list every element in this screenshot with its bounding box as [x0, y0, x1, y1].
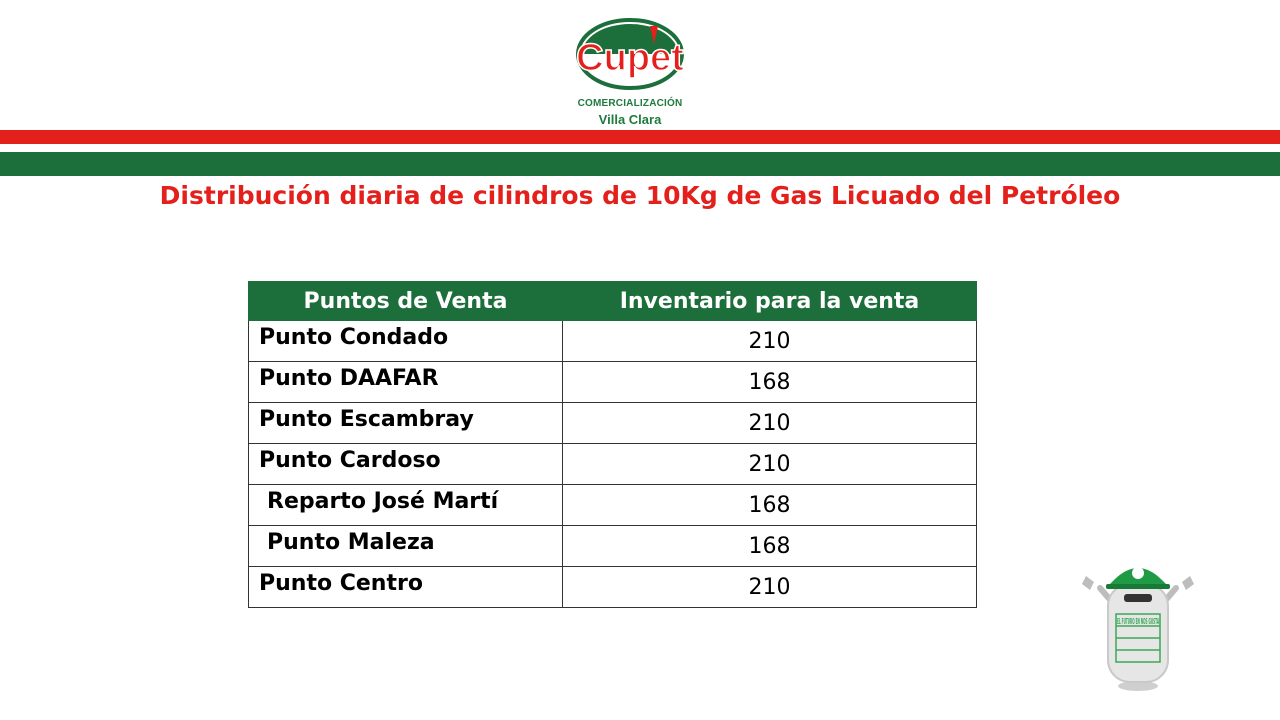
row-value-cell: 168 — [562, 361, 977, 403]
table-row: Reparto José Martí 168 — [248, 484, 977, 526]
table-row: Punto Escambray 210 — [248, 402, 977, 444]
row-value-cell: 168 — [562, 484, 977, 526]
column-header-inventory: Inventario para la venta — [562, 281, 977, 321]
row-name-cell: Punto Cardoso — [248, 443, 563, 485]
row-value-cell: 168 — [562, 525, 977, 567]
inventory-table: Puntos de Venta Inventario para la venta… — [248, 281, 977, 608]
row-value-cell: 210 — [562, 566, 977, 608]
table-row: Punto Condado 210 — [248, 320, 977, 362]
cupet-logo: Cupet COMERCIALIZACIÓN Villa Clara — [570, 14, 690, 130]
cupet-logo-icon: Cupet — [575, 18, 685, 90]
row-name-cell: Punto DAAFAR — [248, 361, 563, 403]
logo-subtitle-line2: Villa Clara — [598, 112, 662, 127]
page-title: Distribución diaria de cilindros de 10Kg… — [159, 181, 1121, 210]
row-value-cell: 210 — [562, 320, 977, 362]
table-row: Punto Cardoso 210 — [248, 443, 977, 485]
table-row: Punto Maleza 168 — [248, 525, 977, 567]
table-row: Punto Centro 210 — [248, 566, 977, 608]
gas-cylinder-mascot-icon: EL FUTURO EN NOS GUSTA — [1072, 558, 1204, 694]
row-name-cell: Reparto José Martí — [248, 484, 563, 526]
row-name-cell: Punto Escambray — [248, 402, 563, 444]
row-value-cell: 210 — [562, 443, 977, 485]
logo-subtitle-line1: COMERCIALIZACIÓN — [577, 98, 683, 109]
cupet-logo-wordmark: Cupet — [576, 37, 684, 79]
mascot-cylinder-text: EL FUTURO EN NOS GUSTA — [1117, 617, 1159, 626]
table-header-row: Puntos de Venta Inventario para la venta — [248, 281, 977, 321]
red-stripe — [0, 130, 1280, 144]
green-stripe — [0, 152, 1280, 176]
table-row: Punto DAAFAR 168 — [248, 361, 977, 403]
row-name-cell: Punto Centro — [248, 566, 563, 608]
row-name-cell: Punto Maleza — [248, 525, 563, 567]
row-value-cell: 210 — [562, 402, 977, 444]
row-name-cell: Punto Condado — [248, 320, 563, 362]
column-header-points-of-sale: Puntos de Venta — [248, 281, 563, 321]
white-stripe — [0, 144, 1280, 152]
